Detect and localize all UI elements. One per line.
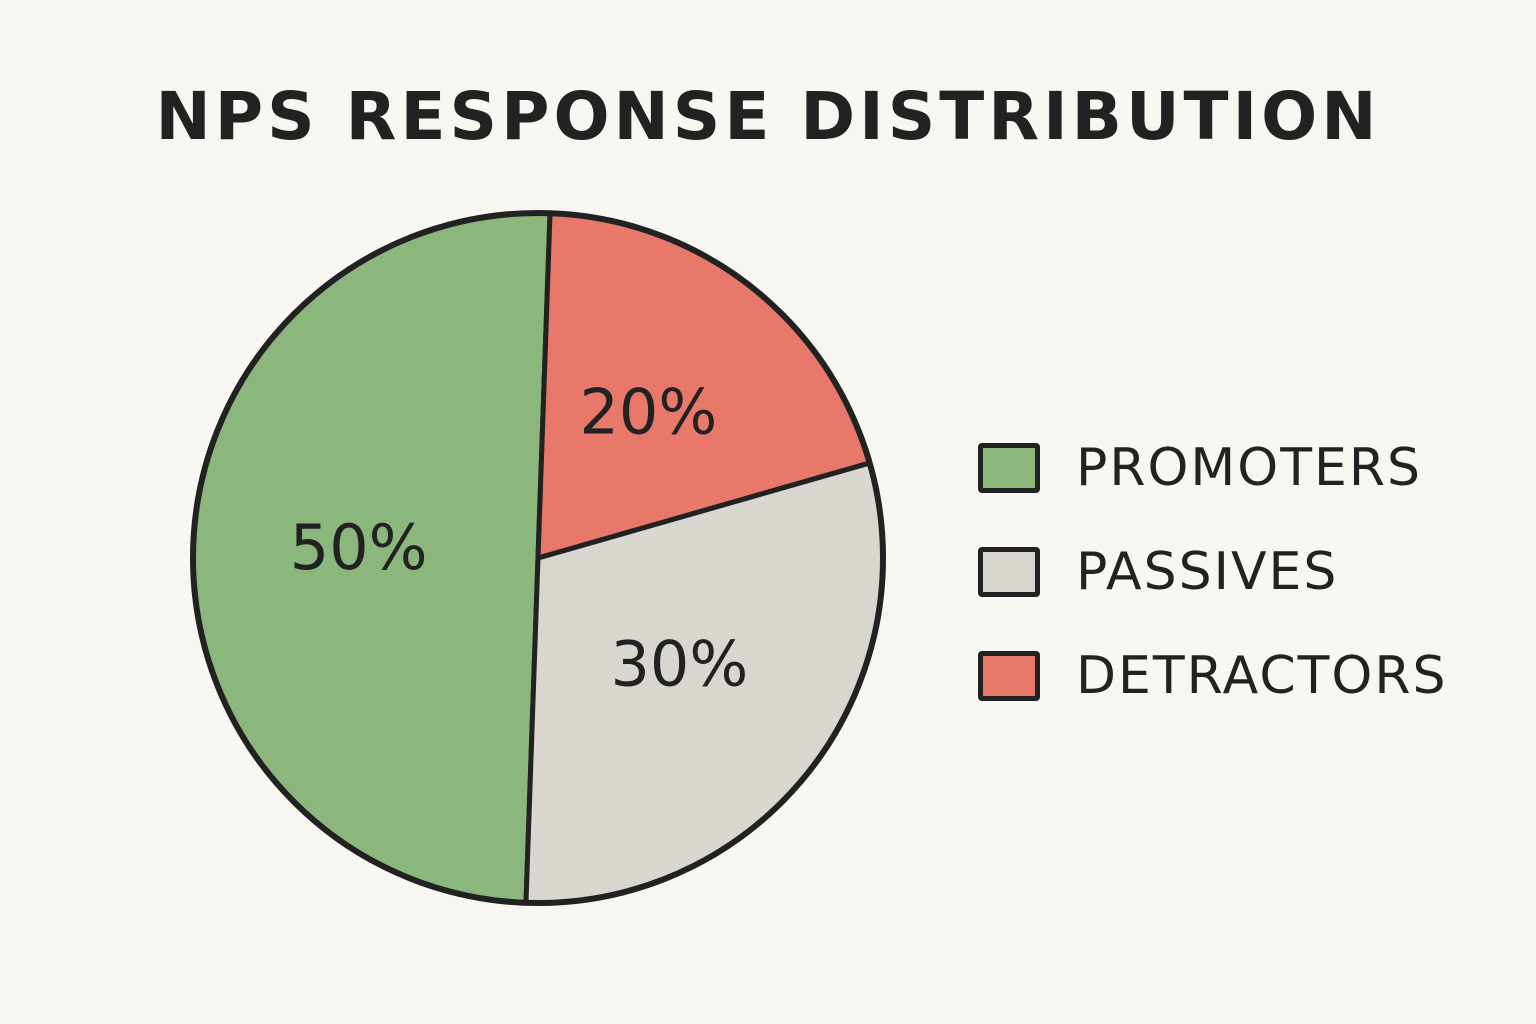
legend-item-passives: PASSIVES (978, 540, 1498, 604)
legend-label-promoters: PROMOTERS (1076, 438, 1422, 498)
chart-title: NPS RESPONSE DISTRIBUTION (155, 78, 1381, 155)
slice-label-passives: 30% (610, 627, 748, 700)
legend-swatch-promoters (978, 443, 1040, 493)
legend-item-detractors: DETRACTORS (978, 644, 1498, 708)
legend-swatch-detractors (978, 651, 1040, 701)
pie-outline (190, 210, 886, 906)
legend-label-passives: PASSIVES (1076, 542, 1339, 602)
legend-label-detractors: DETRACTORS (1076, 646, 1448, 706)
legend-item-promoters: PROMOTERS (978, 436, 1498, 500)
chart-legend: PROMOTERS PASSIVES DETRACTORS (978, 436, 1498, 748)
slice-label-detractors: 20% (579, 376, 717, 449)
slice-label-promoters: 50% (290, 511, 428, 584)
legend-swatch-passives (978, 547, 1040, 597)
